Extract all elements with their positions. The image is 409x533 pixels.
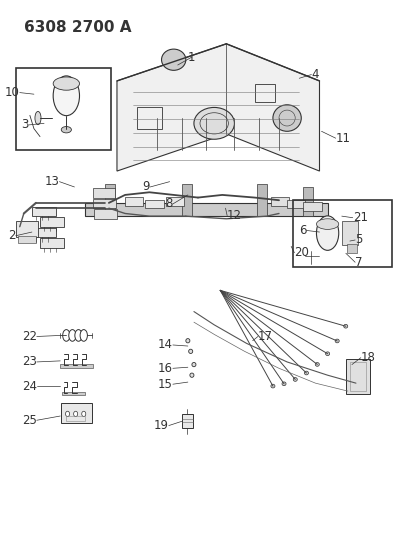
Text: 6: 6 [298,224,306,237]
Text: 13: 13 [45,175,59,188]
Ellipse shape [35,111,41,125]
Text: 24: 24 [22,380,37,393]
Text: 20: 20 [294,246,308,259]
Bar [181,415,193,427]
Text: 1: 1 [188,51,195,63]
Bar [61,403,92,423]
Bar [62,392,84,395]
Ellipse shape [292,377,297,381]
Bar [84,203,327,216]
Ellipse shape [315,362,319,366]
Ellipse shape [75,329,82,341]
Bar [137,108,161,128]
Ellipse shape [74,411,77,417]
Ellipse shape [80,329,87,341]
Bar [32,228,56,237]
Text: 17: 17 [257,330,272,343]
Bar [32,207,56,216]
Text: 25: 25 [22,414,37,427]
Ellipse shape [191,362,196,367]
Text: 16: 16 [157,362,173,375]
Bar [18,236,36,243]
Text: 14: 14 [157,338,173,351]
Ellipse shape [53,76,79,116]
Bar [40,217,64,227]
Ellipse shape [61,126,71,133]
Bar [270,197,288,206]
Bar [292,200,391,266]
Bar [345,359,369,394]
Ellipse shape [272,105,301,131]
Ellipse shape [53,77,79,90]
Ellipse shape [69,329,76,341]
Ellipse shape [189,373,193,377]
Ellipse shape [193,108,234,139]
Ellipse shape [81,411,85,417]
Ellipse shape [316,216,338,251]
Text: 9: 9 [142,181,150,193]
Text: 10: 10 [5,86,20,99]
Bar [341,221,357,245]
Text: 2: 2 [8,229,16,242]
Ellipse shape [65,411,70,417]
Bar [256,184,266,216]
Text: 15: 15 [157,378,173,391]
Bar [254,84,274,102]
Bar [60,364,92,368]
Text: 7: 7 [354,256,362,269]
Ellipse shape [188,349,192,353]
Text: 3: 3 [21,118,29,132]
Bar [303,203,321,211]
Text: 6308 2700 A: 6308 2700 A [24,20,131,35]
Bar [105,184,115,216]
Text: 22: 22 [22,330,37,343]
Bar [303,187,312,216]
Text: 4: 4 [311,68,318,81]
Ellipse shape [161,49,185,70]
Bar [165,197,183,206]
Ellipse shape [185,338,189,343]
Text: 12: 12 [227,209,242,222]
Bar [346,244,356,253]
Text: 5: 5 [354,233,362,246]
Bar [181,184,191,216]
Bar [286,200,305,208]
Bar [92,188,115,198]
Ellipse shape [281,382,285,386]
Text: 23: 23 [22,356,37,368]
Bar [66,416,84,421]
Ellipse shape [303,371,308,375]
Bar [93,199,115,208]
Text: 19: 19 [153,419,169,432]
Ellipse shape [325,352,329,356]
Bar [125,197,143,206]
Text: 21: 21 [352,211,367,224]
Bar [349,362,365,391]
Bar [16,68,110,150]
Bar [145,200,163,208]
Ellipse shape [270,384,274,388]
Polygon shape [117,44,319,171]
Ellipse shape [343,325,347,328]
Bar [94,209,116,219]
Ellipse shape [334,339,338,343]
Text: 11: 11 [335,132,350,144]
Text: 18: 18 [360,351,375,364]
Text: 8: 8 [165,197,173,211]
Bar [16,221,38,237]
Ellipse shape [316,219,338,229]
Ellipse shape [63,329,70,341]
Bar [40,238,64,248]
